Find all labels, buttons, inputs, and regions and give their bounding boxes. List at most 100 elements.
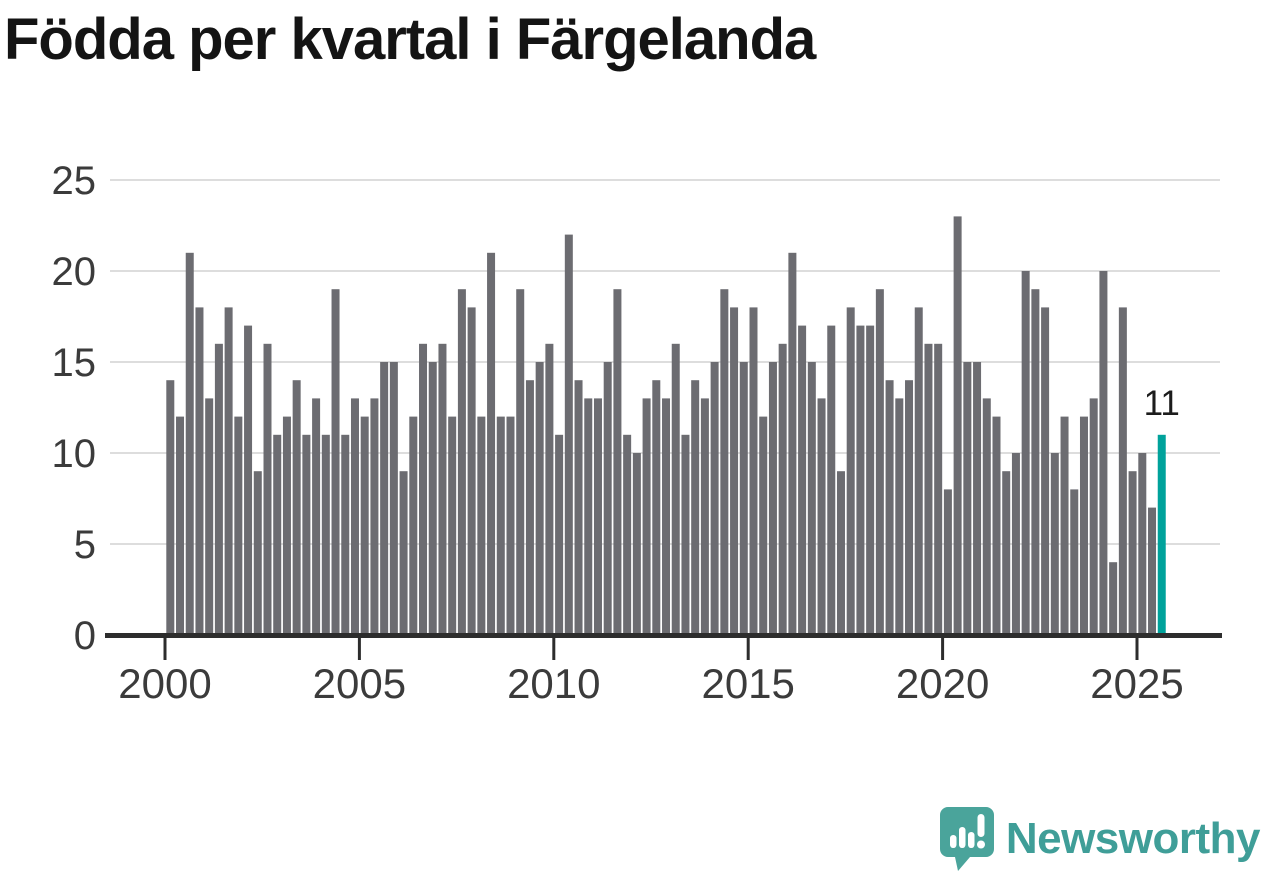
bar [234,416,243,635]
bar [1109,562,1118,635]
bar [603,362,612,635]
bar [496,416,505,635]
bar [1021,271,1030,635]
bar [370,398,379,635]
bar [875,289,884,635]
bar [866,325,875,635]
bar [457,289,466,635]
bar [263,343,272,635]
x-tick-label: 2020 [896,660,989,707]
bar [895,398,904,635]
bar [1079,416,1088,635]
bar [1118,307,1127,635]
x-tick-label: 2005 [313,660,406,707]
bar [185,252,194,636]
bar [846,307,855,635]
bar [506,416,515,635]
bar [564,234,573,635]
bar [1070,489,1079,635]
y-tick-label: 0 [74,614,96,658]
bar [1060,416,1069,635]
bar [1148,507,1157,635]
bar [973,362,982,635]
bar [778,343,787,635]
bar [768,362,777,635]
bar [312,398,321,635]
bar [389,362,398,635]
bar [982,398,991,635]
highlight-value-label: 11 [1144,384,1180,423]
bar [885,380,894,635]
bar [720,289,729,635]
bar [827,325,836,635]
bar [1011,453,1020,635]
bar [681,434,690,635]
bar [176,416,185,635]
bar [593,398,602,635]
bar [642,398,651,635]
logo-exclamation-bar [977,814,985,837]
y-tick-label: 15 [52,341,97,385]
bar [360,416,369,635]
bar [399,471,408,635]
chart-title: Födda per kvartal i Färgelanda [4,7,816,72]
newsworthy-logo-text: Newsworthy [1005,814,1261,863]
bar [1128,471,1137,635]
bar [953,216,962,635]
bar [428,362,437,635]
bar [613,289,622,635]
bar [419,343,428,635]
bar [350,398,359,635]
bar [836,471,845,635]
bar [409,416,418,635]
bar [477,416,486,635]
bar [273,434,282,635]
bar [487,252,496,636]
bar [749,307,758,635]
bar [914,307,923,635]
bar [516,289,525,635]
newsworthy-logo-icon [939,807,994,871]
bar [448,416,457,635]
bar [467,307,476,635]
bar [341,434,350,635]
x-tick-label: 2015 [701,660,794,707]
bar [807,362,816,635]
bar [438,343,447,635]
bar [691,380,700,635]
x-tick-label: 2010 [507,660,600,707]
bar [253,471,262,635]
bar [535,362,544,635]
bar [1099,271,1108,635]
bar [788,252,797,636]
logo-exclamation-dot [976,840,985,849]
y-tick-label: 10 [52,432,97,476]
bar [555,434,564,635]
bar [700,398,709,635]
bar [331,289,340,635]
bar [798,325,807,635]
bar [943,489,952,635]
bar [380,362,389,635]
bar [905,380,914,635]
logo-bar-tall [958,827,966,848]
bar [282,416,291,635]
bar [302,434,311,635]
bar [214,343,223,635]
highlighted-bar [1157,434,1166,635]
logo-bubble-shape [939,807,994,871]
bar [321,434,330,635]
logo-bar-small [949,835,957,848]
bar [545,343,554,635]
bar [1050,453,1059,635]
bar [710,362,719,635]
y-tick-label: 25 [52,159,97,203]
bar [574,380,583,635]
bar [166,380,175,635]
bar [992,416,1001,635]
newsworthy-logo: Newsworthy [938,805,1261,873]
bar [1002,471,1011,635]
x-axis-line [105,633,1222,638]
bar [623,434,632,635]
